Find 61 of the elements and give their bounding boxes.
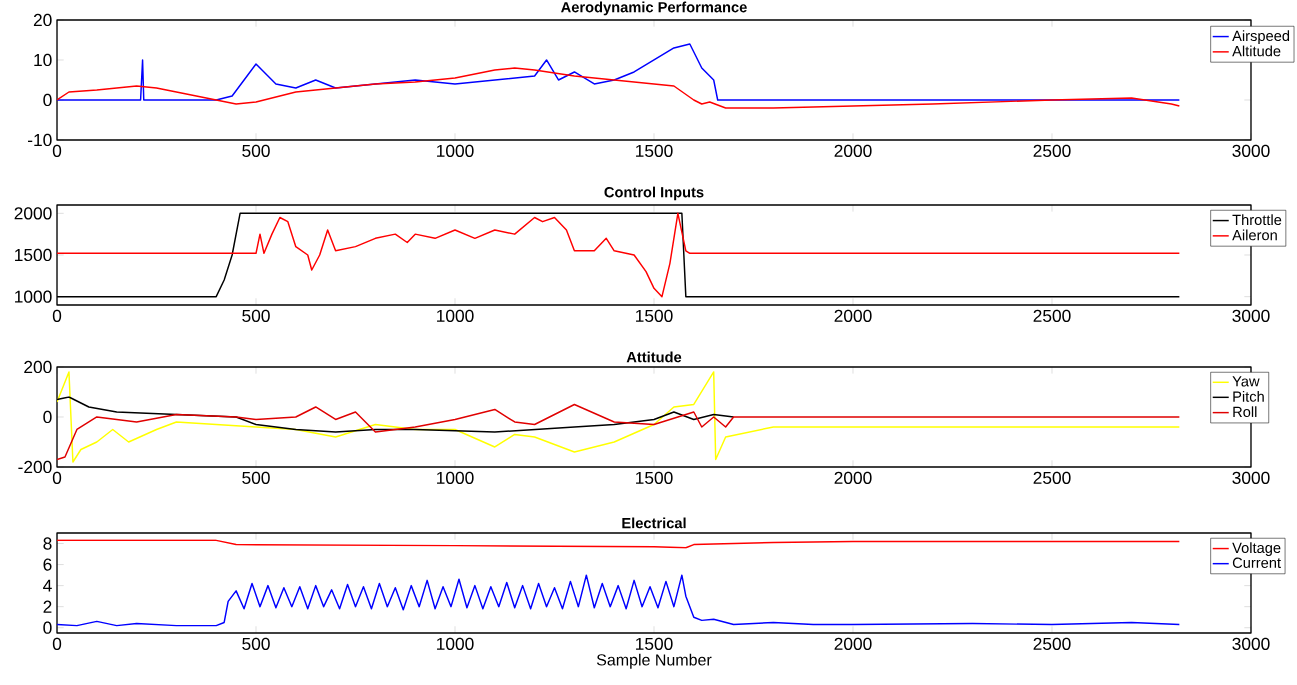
legend-label: Airspeed: [1232, 30, 1290, 44]
chart-title: Aerodynamic Performance: [561, 1, 747, 16]
y-tick-label: 0: [43, 621, 52, 634]
x-tick-label: 1000: [437, 144, 474, 157]
legend-label: Current: [1232, 557, 1281, 568]
x-tick-label: 0: [52, 144, 62, 157]
y-tick-label: 8: [43, 537, 52, 550]
y-tick-label: 200: [24, 360, 52, 374]
y-tick-label: -200: [18, 460, 52, 474]
x-tick-label: 2500: [1033, 637, 1071, 650]
x-tick-label: 500: [242, 637, 270, 650]
legend-label: Aileron: [1232, 229, 1277, 241]
x-tick-label: 2000: [834, 144, 872, 157]
x-tick-label: 1500: [636, 144, 673, 157]
x-tick-label: 1500: [636, 637, 673, 650]
x-tick-label: 3000: [1232, 637, 1270, 650]
chart-title: Attitude: [626, 351, 682, 363]
line-series: [57, 403, 1181, 461]
y-tick-label: 0: [43, 93, 52, 107]
legend-label: Roll: [1233, 406, 1257, 418]
y-tick-label: 4: [43, 579, 52, 592]
x-tick-label: 500: [242, 471, 270, 484]
x-tick-label: 2000: [834, 637, 872, 650]
x-tick-label: 1500: [636, 471, 673, 484]
x-tick-label: 0: [52, 471, 62, 484]
legend-label: Altitude: [1232, 45, 1281, 57]
y-tick-label: 1000: [15, 290, 52, 303]
x-tick-label: 2000: [834, 309, 872, 322]
legend-label: Yaw: [1232, 376, 1260, 387]
x-tick-label: 0: [52, 309, 62, 322]
y-tick-label: 6: [43, 558, 52, 571]
x-tick-label: 500: [242, 309, 270, 322]
legend-label: Throttle: [1232, 214, 1282, 226]
x-tick-label: 2500: [1033, 144, 1071, 157]
y-tick-label: 1500: [15, 248, 52, 262]
x-tick-label: 1000: [437, 471, 474, 484]
chart-title: Control Inputs: [604, 186, 704, 201]
x-tick-label: 1000: [437, 637, 474, 650]
x-tick-label: 2000: [834, 471, 872, 484]
x-tick-label: 3000: [1232, 309, 1270, 322]
x-tick-label: 2500: [1033, 471, 1071, 484]
y-tick-label: -10: [28, 133, 52, 147]
line-series: [57, 371, 1181, 463]
chart-title: Electrical: [622, 517, 686, 529]
x-axis-title: Sample Number: [596, 653, 712, 669]
x-tick-label: 3000: [1232, 471, 1270, 484]
x-tick-label: 0: [52, 637, 62, 650]
y-tick-label: 0: [43, 410, 52, 424]
x-tick-label: 1000: [437, 309, 474, 322]
line-series: [57, 574, 1181, 627]
y-tick-label: 2: [43, 600, 52, 613]
legend-label: Pitch: [1233, 391, 1264, 402]
legend-label: Voltage: [1232, 542, 1281, 556]
y-tick-label: 2000: [14, 207, 52, 220]
line-series: [57, 539, 1181, 549]
y-tick-label: 20: [33, 13, 52, 27]
x-tick-label: 1500: [636, 309, 673, 322]
x-tick-label: 3000: [1232, 144, 1270, 157]
x-tick-label: 2500: [1033, 309, 1071, 322]
y-tick-label: 10: [34, 53, 52, 67]
x-tick-label: 500: [242, 144, 270, 157]
